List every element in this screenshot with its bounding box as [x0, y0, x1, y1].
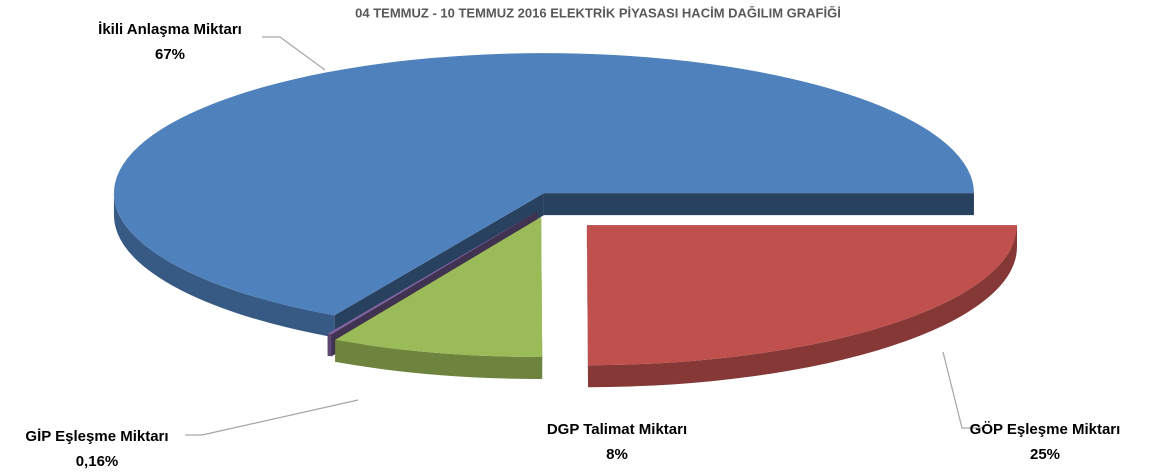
slice: [327, 211, 538, 335]
data-label-name: GİP Eşleşme Miktarı: [25, 428, 168, 445]
data-label-value: 8%: [606, 446, 628, 463]
slice-group: [335, 216, 543, 379]
slice-face: [543, 193, 974, 216]
data-label-value: 67%: [155, 46, 185, 63]
slice: [586, 225, 1017, 366]
data-label-value: 25%: [1030, 446, 1060, 463]
slice: [113, 53, 974, 316]
data-label-name: İkili Anlaşma Miktarı: [98, 21, 242, 38]
data-label-name: DGP Talimat Miktarı: [547, 421, 687, 438]
slice-side: [588, 225, 1017, 388]
slice-group: [586, 225, 1017, 388]
slice-face: [586, 225, 589, 388]
slice-side: [327, 333, 332, 357]
leader-line: [185, 399, 359, 436]
data-label-value: 0,16%: [76, 453, 119, 470]
slice: [335, 216, 543, 357]
slice-side: [113, 193, 335, 338]
leader-line: [262, 36, 326, 71]
leader-line: [942, 351, 985, 429]
data-label-name: GÖP Eşleşme Miktarı: [970, 421, 1121, 438]
chart-title: 04 TEMMUZ - 10 TEMMUZ 2016 ELEKTRİK PİYA…: [355, 5, 841, 20]
slice-side: [335, 339, 543, 379]
